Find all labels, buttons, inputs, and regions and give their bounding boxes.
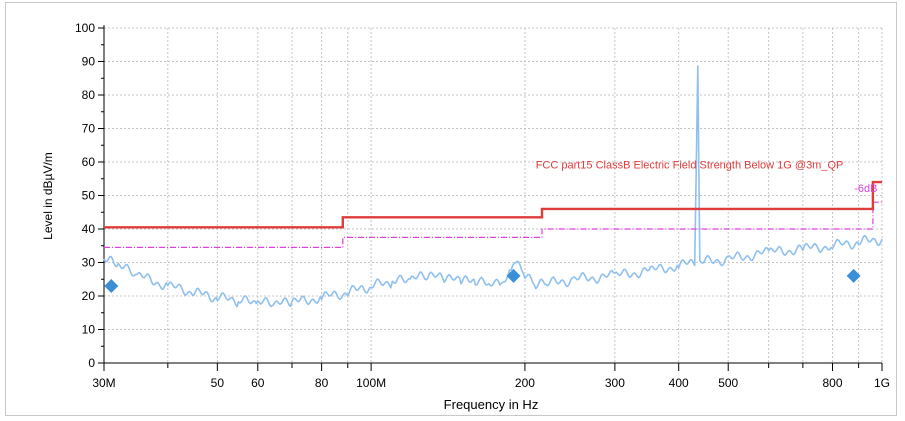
chart-frame: 0 10 20 30 40 50 60 70 80 90 100 30M 50 60 80 100M 200 30… bbox=[5, 2, 897, 416]
y-tick-label: 90 bbox=[82, 55, 96, 69]
margin-line-label: -6dB bbox=[854, 183, 877, 195]
annotations: FCC part15 ClassB Electric Field Strengt… bbox=[536, 160, 878, 195]
y-tick-label: 20 bbox=[82, 289, 96, 303]
limit-line-label: FCC part15 ClassB Electric Field Strengt… bbox=[536, 160, 844, 172]
y-tick-label: 10 bbox=[82, 323, 96, 337]
axes bbox=[98, 25, 883, 371]
x-tick-label: 100M bbox=[356, 376, 386, 390]
y-tick-label: 0 bbox=[88, 356, 95, 370]
emission-chart: 0 10 20 30 40 50 60 70 80 90 100 30M 50 60 80 100M 200 30… bbox=[41, 21, 890, 412]
tick-labels: 0 10 20 30 40 50 60 70 80 90 100 30M 50 60 80 100M 200 30… bbox=[75, 21, 890, 390]
y-axis-label: Level in dBµV/m bbox=[41, 152, 55, 240]
y-tick-label: 80 bbox=[82, 88, 96, 102]
y-tick-label: 30 bbox=[82, 256, 96, 270]
x-tick-label: 500 bbox=[718, 376, 738, 390]
markers bbox=[104, 268, 861, 293]
qp-marker bbox=[506, 268, 521, 283]
x-tick-label: 1G bbox=[874, 376, 890, 390]
x-tick-label: 800 bbox=[822, 376, 842, 390]
x-tick-label: 300 bbox=[605, 376, 625, 390]
grid bbox=[103, 27, 883, 364]
x-axis-label: Frequency in Hz bbox=[444, 397, 539, 412]
x-tick-label: 200 bbox=[515, 376, 535, 390]
qp-marker bbox=[104, 278, 119, 293]
qp-marker bbox=[846, 268, 861, 283]
y-tick-label: 50 bbox=[82, 189, 96, 203]
spectrum-trace bbox=[103, 65, 883, 308]
x-tick-label: 60 bbox=[251, 376, 265, 390]
margin-line bbox=[104, 201, 882, 248]
y-tick-label: 60 bbox=[82, 155, 96, 169]
y-tick-label: 40 bbox=[82, 222, 96, 236]
series bbox=[103, 65, 883, 308]
x-tick-label: 50 bbox=[211, 376, 225, 390]
limit-line bbox=[104, 180, 882, 229]
x-tick-label: 30M bbox=[92, 376, 115, 390]
y-tick-label: 100 bbox=[75, 21, 95, 35]
y-tick-label: 70 bbox=[82, 122, 96, 136]
x-tick-label: 400 bbox=[669, 376, 689, 390]
x-tick-label: 80 bbox=[315, 376, 329, 390]
